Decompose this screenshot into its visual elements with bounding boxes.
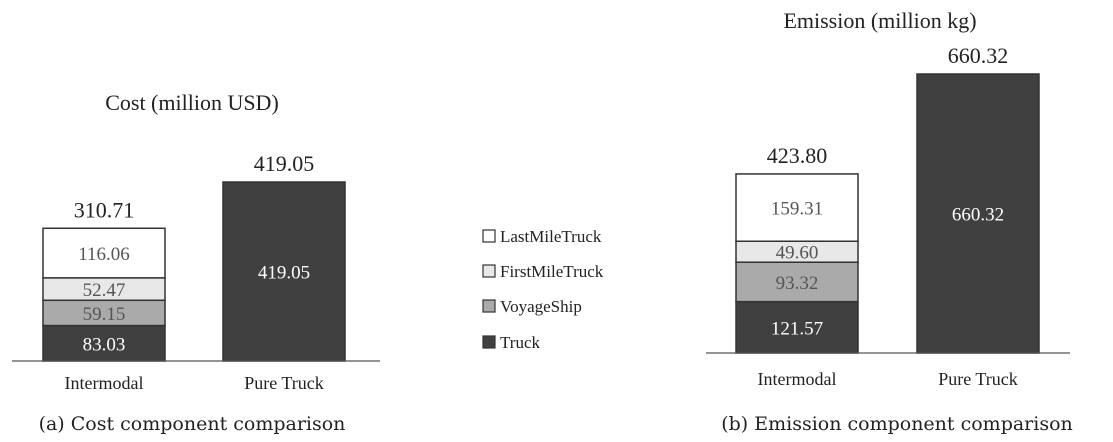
legend-label: Truck [500,333,540,352]
bar-segment-truck [42,324,166,362]
cost-chart-title: Cost (million USD) [105,90,279,115]
bar-total-label: 660.32 [948,43,1009,68]
legend-label: LastMileTruck [500,227,602,246]
bar-segment-lastmiletruck [42,227,166,279]
segment-data-label: 49.60 [776,243,819,264]
segment-data-label: 159.31 [771,199,823,220]
legend-item-firstmiletruck: FirstMileTruck [482,262,604,281]
legend-swatch [482,229,496,243]
segment-data-label: 419.05 [258,263,310,284]
bar-total-label: 419.05 [254,151,315,176]
legend-label: VoyageShip [500,297,582,316]
legend-item-voyageship: VoyageShip [482,297,582,316]
bar-segment-truck [916,73,1040,354]
segment-data-label: 121.57 [771,318,823,339]
legend-swatch [482,264,496,278]
bar-segment-voyageship [42,299,166,327]
bar-segment-voyageship [735,261,859,303]
bar-total-label: 423.80 [767,143,828,168]
x-tick-label: Intermodal [65,373,144,393]
segment-data-label: 116.06 [78,244,130,265]
emission-chart-bars: 121.57 93.32 49.60 159.31 423.80 660.32 660.32 [735,43,1040,354]
legend-label: FirstMileTruck [500,262,604,281]
emission-chart: Emission (million kg) 121.57 93.32 49.60 15… [706,8,1073,435]
segment-data-label: 59.15 [83,304,126,325]
segment-data-label: 93.32 [776,273,819,294]
x-tick-label: Pure Truck [938,369,1018,389]
x-tick-label: Intermodal [758,369,837,389]
bar-total-label: 310.71 [74,197,135,222]
legend: LastMileTruck FirstMileTruck VoyageShip … [482,227,604,352]
cost-chart-caption: (a) Cost component comparison [39,413,346,435]
segment-data-label: 83.03 [83,334,126,355]
legend-swatch [482,299,496,313]
cost-chart: Cost (million USD) 83.03 59.15 52.47 116.06… [12,90,380,435]
segment-data-label: 52.47 [83,280,126,301]
segment-data-label: 660.32 [952,205,1004,226]
x-tick-label: Pure Truck [244,373,324,393]
bar-segment-lastmiletruck [735,173,859,242]
cost-chart-bars: 83.03 59.15 52.47 116.06 310.71 419.05 419.05 [42,151,346,362]
bar-segment-truck [222,181,346,362]
legend-swatch [482,335,496,349]
bar-segment-truck [735,300,859,354]
emission-chart-title: Emission (million kg) [783,8,976,33]
legend-item-lastmiletruck: LastMileTruck [482,227,602,246]
legend-item-truck: Truck [482,333,540,352]
emission-chart-caption: (b) Emission component comparison [721,413,1073,435]
